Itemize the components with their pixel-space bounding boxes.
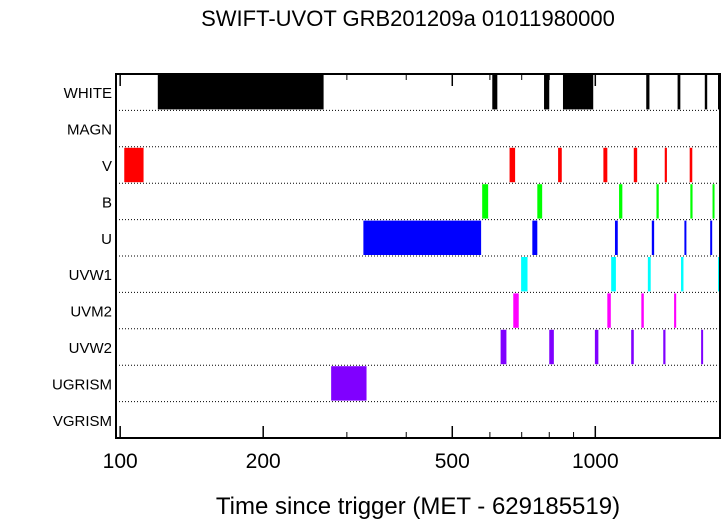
exposure-bar-white-3 <box>562 75 594 110</box>
exposure-bar-u-4 <box>684 220 687 255</box>
exposure-bar-uvm2-3 <box>674 293 677 328</box>
exposure-bar-u-3 <box>651 220 655 255</box>
exposure-bar-v-5 <box>664 147 667 183</box>
exposure-bar-uvw2-1 <box>549 329 554 365</box>
exposure-bar-white-4 <box>646 75 650 110</box>
exposure-bar-uvw1-2 <box>647 257 651 292</box>
filter-label-vgrism: VGRISM <box>53 413 112 430</box>
exposure-bar-uvw1-3 <box>681 257 684 292</box>
x-tick-label-200: 200 <box>246 450 281 473</box>
exposure-bar-v-1 <box>509 147 516 183</box>
exposure-bar-white-5 <box>677 75 681 110</box>
exposure-bar-v-3 <box>603 147 608 183</box>
x-tick-label-500: 500 <box>435 450 470 473</box>
exposure-bar-uvm2-1 <box>607 293 611 328</box>
exposure-bar-uvw2-3 <box>631 329 634 365</box>
exposure-bar-b-0 <box>482 184 489 219</box>
exposure-bar-white-2 <box>544 75 550 110</box>
exposure-bar-u-2 <box>614 220 618 255</box>
exposure-bar-white-0 <box>157 75 324 110</box>
exposure-bar-u-1 <box>532 220 538 255</box>
filter-label-b: B <box>102 194 112 211</box>
exposure-bar-b-5 <box>712 184 715 219</box>
exposure-bar-b-1 <box>537 184 543 219</box>
exposure-bar-uvw2-5 <box>701 329 704 365</box>
exposure-bar-v-6 <box>689 147 693 183</box>
exposure-bar-uvw1-0 <box>521 257 528 292</box>
chart-title: SWIFT-UVOT GRB201209a 01011980000 <box>201 6 615 31</box>
exposure-bar-white-6 <box>704 75 708 110</box>
exposure-bar-white-1 <box>492 75 498 110</box>
exposure-bar-u-0 <box>363 220 482 255</box>
exposure-bar-uvw2-2 <box>594 329 599 365</box>
exposure-bar-uvm2-2 <box>641 293 644 328</box>
exposure-bar-uvw2-0 <box>500 329 507 365</box>
exposure-bars <box>124 75 720 401</box>
filter-rows: WHITE MAGN V B U UVW1 UVM2 UVW2 UGRISM VGRISM <box>52 85 720 430</box>
exposure-bar-v-2 <box>558 147 562 183</box>
filter-label-uvm2: UVM2 <box>70 304 112 321</box>
x-tick-label-1000: 1000 <box>572 450 619 473</box>
exposure-bar-v-0 <box>124 147 144 183</box>
exposure-bar-b-2 <box>619 184 623 219</box>
exposure-bar-uvw2-4 <box>663 329 666 365</box>
filter-label-magn: MAGN <box>67 122 112 139</box>
x-axis-ticks: 100 200 500 1000 <box>103 74 619 473</box>
filter-label-v: V <box>102 158 112 175</box>
x-axis-label: Time since trigger (MET - 629185519) <box>216 493 620 520</box>
filter-label-ugrism: UGRISM <box>52 376 112 393</box>
x-tick-label-100: 100 <box>103 450 138 473</box>
exposure-bar-v-4 <box>633 147 638 183</box>
filter-label-uvw2: UVW2 <box>69 340 112 357</box>
exposure-bar-ugrism-0 <box>331 366 367 401</box>
exposure-bar-b-3 <box>656 184 659 219</box>
filter-label-u: U <box>101 231 112 248</box>
exposure-bar-uvm2-0 <box>513 293 519 328</box>
plot-frame <box>115 73 721 439</box>
exposure-bar-b-4 <box>690 184 693 219</box>
filter-label-white: WHITE <box>64 85 112 102</box>
exposure-bar-uvw1-1 <box>611 257 616 292</box>
exposure-bar-u-5 <box>710 220 713 255</box>
filter-label-uvw1: UVW1 <box>69 267 112 284</box>
